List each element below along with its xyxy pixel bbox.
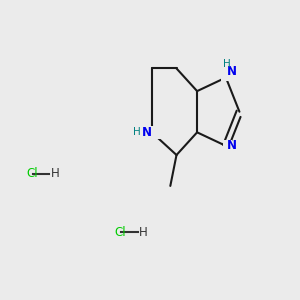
Text: N: N bbox=[227, 140, 237, 152]
Text: H: H bbox=[223, 59, 231, 69]
Text: H: H bbox=[134, 127, 141, 137]
Text: N: N bbox=[227, 64, 237, 78]
Text: N: N bbox=[142, 126, 152, 139]
Text: Cl: Cl bbox=[115, 226, 126, 239]
FancyBboxPatch shape bbox=[223, 140, 232, 152]
Text: H: H bbox=[50, 167, 59, 180]
FancyBboxPatch shape bbox=[145, 126, 162, 139]
Text: H: H bbox=[139, 226, 148, 239]
Text: Cl: Cl bbox=[26, 167, 38, 180]
FancyBboxPatch shape bbox=[221, 67, 233, 81]
